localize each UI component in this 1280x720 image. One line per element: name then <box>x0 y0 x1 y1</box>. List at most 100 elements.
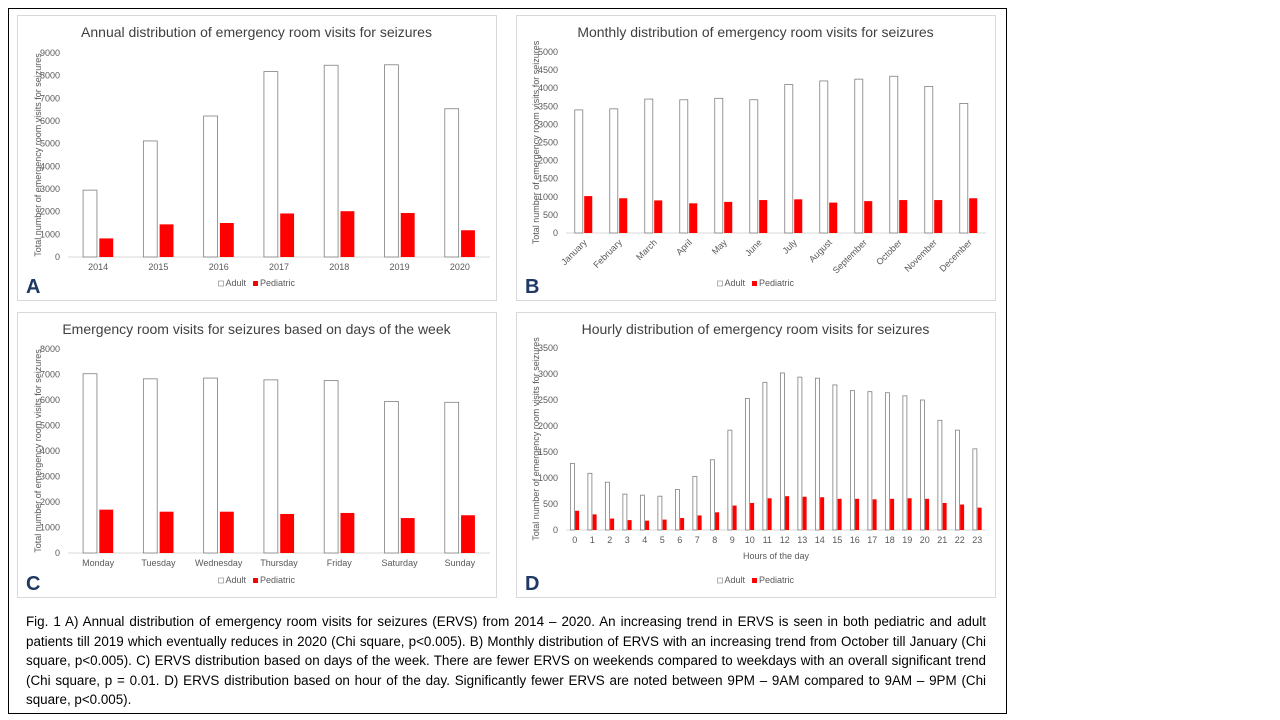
x-tick-label: 9 <box>730 535 735 545</box>
x-tick-label: 21 <box>937 535 947 545</box>
panel: Annual distribution of emergency room vi… <box>17 15 497 301</box>
bar <box>819 80 829 234</box>
bar <box>680 518 685 530</box>
bar <box>942 502 947 530</box>
bar <box>400 213 415 257</box>
bar <box>977 507 982 530</box>
y-tick-label: 500 <box>543 499 558 509</box>
y-tick-label: 2000 <box>538 421 558 431</box>
y-tick-label: 7000 <box>40 93 60 103</box>
legend-swatch <box>717 280 723 287</box>
bar <box>340 211 355 257</box>
bar <box>662 519 667 530</box>
y-tick-label: 1500 <box>538 447 558 457</box>
bar <box>340 512 355 553</box>
y-tick-label: 8000 <box>40 344 60 354</box>
y-tick-label: 9000 <box>40 48 60 58</box>
bar <box>837 498 842 530</box>
x-tick-label: 3 <box>625 535 630 545</box>
x-axis-label: Hours of the day <box>743 551 810 561</box>
x-tick-label: 2014 <box>88 262 108 272</box>
x-tick-label: 2018 <box>329 262 349 272</box>
bar <box>697 515 702 530</box>
y-tick-label: 0 <box>553 525 558 535</box>
bar <box>937 419 943 531</box>
y-tick-label: 4500 <box>538 65 558 75</box>
panel: Hourly distribution of emergency room vi… <box>516 312 996 598</box>
bar <box>627 520 632 530</box>
x-tick-label: 2020 <box>450 262 470 272</box>
x-tick-label: 17 <box>867 535 877 545</box>
bar <box>960 504 965 530</box>
figure-border <box>8 8 1007 714</box>
bar <box>384 64 399 258</box>
bar <box>587 472 593 531</box>
y-tick-label: 2000 <box>40 207 60 217</box>
x-tick-label: 20 <box>920 535 930 545</box>
x-tick-label: Thursday <box>260 558 298 568</box>
bar <box>864 201 873 233</box>
bar <box>750 502 755 530</box>
y-tick-label: 500 <box>543 210 558 220</box>
y-tick-label: 1000 <box>40 229 60 239</box>
y-axis-label: Total number of emergency room visits fo… <box>531 337 541 541</box>
bar <box>762 381 768 531</box>
legend-label: Pediatric <box>759 278 795 288</box>
bar <box>657 495 663 531</box>
x-tick-label: 15 <box>832 535 842 545</box>
bar <box>644 98 654 234</box>
y-tick-label: 5000 <box>40 139 60 149</box>
bar <box>692 476 698 531</box>
x-tick-label: 10 <box>745 535 755 545</box>
x-tick-label: Wednesday <box>195 558 243 568</box>
y-tick-label: 4000 <box>538 83 558 93</box>
bar <box>674 489 680 531</box>
legend-label: Adult <box>725 278 746 288</box>
bar <box>855 498 860 530</box>
y-tick-label: 2500 <box>538 138 558 148</box>
y-tick-label: 5000 <box>40 421 60 431</box>
bar <box>727 429 733 531</box>
bar <box>820 497 825 530</box>
bar <box>709 459 715 531</box>
panel-label: B <box>525 276 539 298</box>
legend-label: Pediatric <box>759 575 795 585</box>
bar <box>969 198 978 233</box>
bar <box>959 103 969 234</box>
x-tick-label: 0 <box>572 535 577 545</box>
y-tick-label: 1000 <box>538 473 558 483</box>
x-tick-label: Monday <box>82 558 115 568</box>
bar <box>732 505 737 530</box>
bar <box>82 373 98 554</box>
bar <box>715 512 720 530</box>
bar <box>645 520 650 530</box>
bar <box>219 223 234 257</box>
bar <box>461 230 475 257</box>
x-tick-label: 1 <box>590 535 595 545</box>
y-tick-label: 1000 <box>40 523 60 533</box>
x-tick-label: 12 <box>780 535 790 545</box>
x-tick-label: Tuesday <box>141 558 176 568</box>
y-tick-label: 3000 <box>538 369 558 379</box>
bar <box>679 99 689 234</box>
x-tick-label: Friday <box>327 558 353 568</box>
panel: Monthly distribution of emergency room v… <box>516 15 996 301</box>
bar <box>714 97 724 234</box>
bar <box>802 496 807 530</box>
x-tick-label: 13 <box>797 535 807 545</box>
y-tick-label: 3500 <box>538 343 558 353</box>
y-tick-label: 3500 <box>538 101 558 111</box>
y-tick-label: 3000 <box>40 184 60 194</box>
bar <box>689 203 698 233</box>
bar <box>609 108 619 234</box>
bar <box>924 85 934 234</box>
x-tick-label: 23 <box>972 535 982 545</box>
x-tick-label: 18 <box>885 535 895 545</box>
bar <box>849 390 855 531</box>
y-axis-label: Total number of emergency room visits fo… <box>33 349 43 553</box>
bar <box>797 376 803 531</box>
bar <box>829 202 838 233</box>
panel-label: D <box>525 573 539 595</box>
bar <box>744 398 750 531</box>
